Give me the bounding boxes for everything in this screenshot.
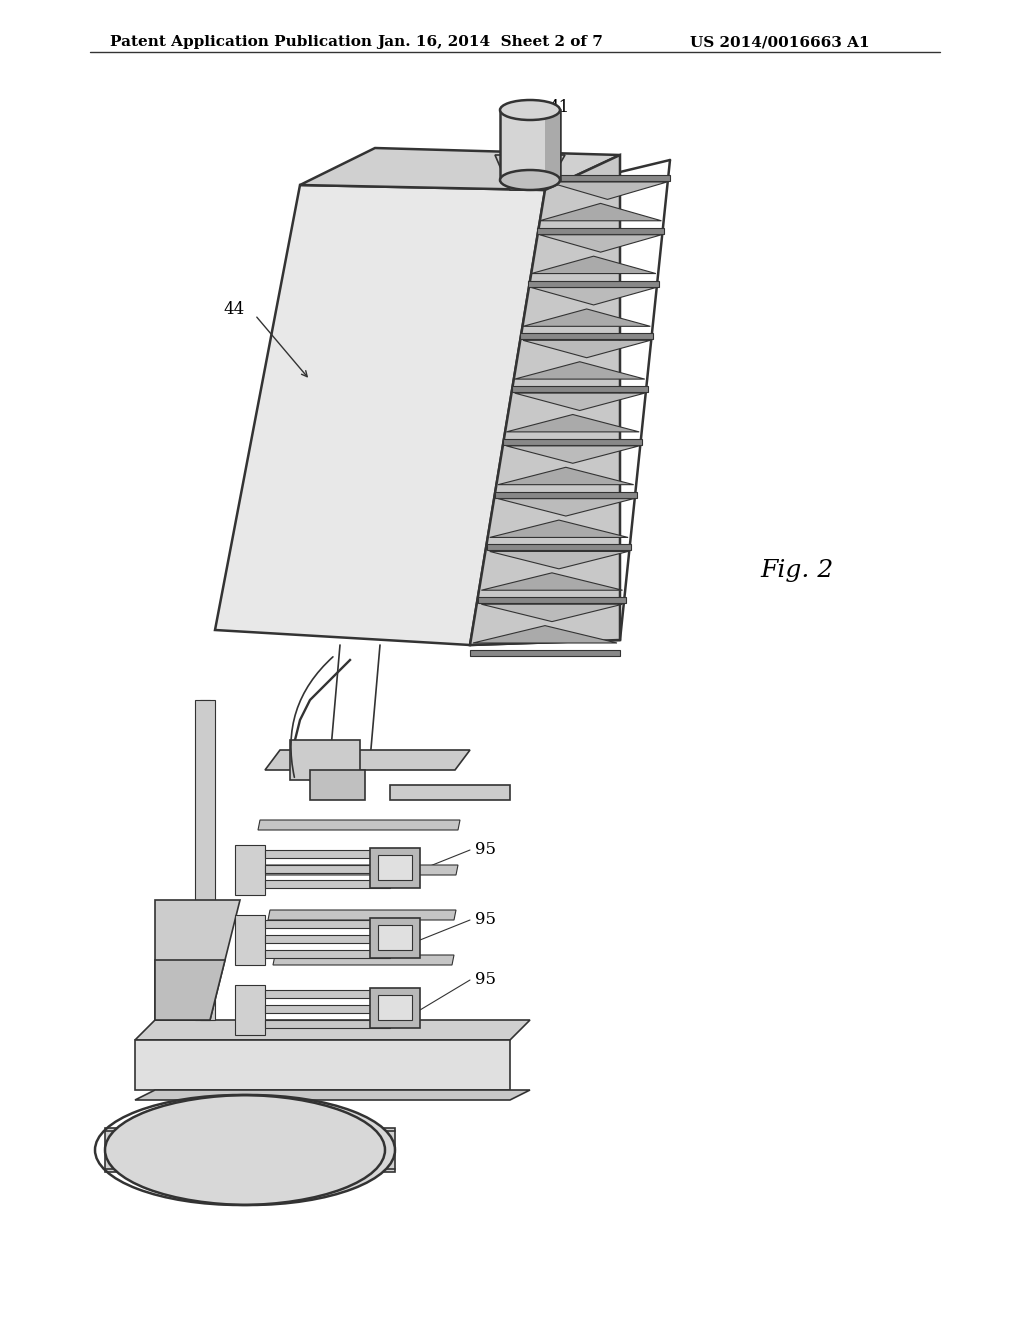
Text: 44: 44 [224,301,245,318]
Polygon shape [540,203,662,220]
Polygon shape [263,865,458,875]
Polygon shape [506,446,639,463]
Text: Fig. 2: Fig. 2 [760,558,834,582]
Polygon shape [155,900,240,1020]
Polygon shape [498,499,634,516]
Polygon shape [268,909,456,920]
Polygon shape [265,935,390,942]
Polygon shape [265,1020,390,1028]
Polygon shape [234,915,265,965]
Polygon shape [390,785,510,800]
Polygon shape [265,1005,390,1012]
Polygon shape [545,176,670,181]
Ellipse shape [105,1096,395,1205]
Polygon shape [478,597,626,603]
Polygon shape [370,847,420,888]
Polygon shape [506,414,639,432]
Polygon shape [195,700,215,1020]
Polygon shape [523,341,650,358]
Polygon shape [495,491,637,498]
Polygon shape [486,544,631,550]
Polygon shape [470,649,620,656]
Polygon shape [481,573,623,590]
Text: 95: 95 [475,972,496,989]
Text: Jan. 16, 2014  Sheet 2 of 7: Jan. 16, 2014 Sheet 2 of 7 [377,36,603,49]
Polygon shape [512,387,648,392]
Polygon shape [265,850,390,858]
Polygon shape [531,256,656,273]
Text: US 2014/0016663 A1: US 2014/0016663 A1 [690,36,870,49]
Polygon shape [481,605,623,622]
Polygon shape [489,552,628,569]
Polygon shape [500,110,560,180]
Polygon shape [155,960,225,1020]
Polygon shape [528,281,658,286]
Polygon shape [258,820,460,830]
Polygon shape [504,438,642,445]
Polygon shape [489,520,628,537]
Polygon shape [290,741,360,780]
Polygon shape [531,288,656,305]
Polygon shape [515,362,645,379]
Polygon shape [265,920,390,928]
Ellipse shape [500,100,560,120]
Polygon shape [215,185,545,645]
Polygon shape [370,917,420,958]
Polygon shape [265,880,390,888]
Polygon shape [540,235,662,252]
Polygon shape [135,1020,530,1040]
Polygon shape [495,154,565,190]
Text: 95: 95 [475,912,496,928]
Polygon shape [378,995,412,1020]
Polygon shape [370,987,420,1028]
Polygon shape [378,855,412,880]
Text: Patent Application Publication: Patent Application Publication [110,36,372,49]
Polygon shape [537,228,665,234]
Polygon shape [265,865,390,873]
Polygon shape [200,700,210,1020]
Polygon shape [265,750,470,770]
Polygon shape [520,334,653,339]
Polygon shape [300,148,620,190]
Polygon shape [105,1129,395,1172]
Text: 95: 95 [475,842,496,858]
Polygon shape [310,770,365,800]
Polygon shape [265,950,390,958]
Polygon shape [273,954,454,965]
Text: 41: 41 [548,99,569,116]
Polygon shape [265,990,390,998]
Ellipse shape [500,170,560,190]
Polygon shape [498,467,634,484]
Polygon shape [234,845,265,895]
Polygon shape [470,154,620,645]
Polygon shape [523,309,650,326]
Polygon shape [234,985,265,1035]
Polygon shape [378,925,412,950]
Polygon shape [515,393,645,411]
Polygon shape [548,182,667,199]
Polygon shape [135,1090,530,1100]
Polygon shape [545,110,560,180]
Polygon shape [135,1040,510,1090]
Polygon shape [473,626,617,643]
